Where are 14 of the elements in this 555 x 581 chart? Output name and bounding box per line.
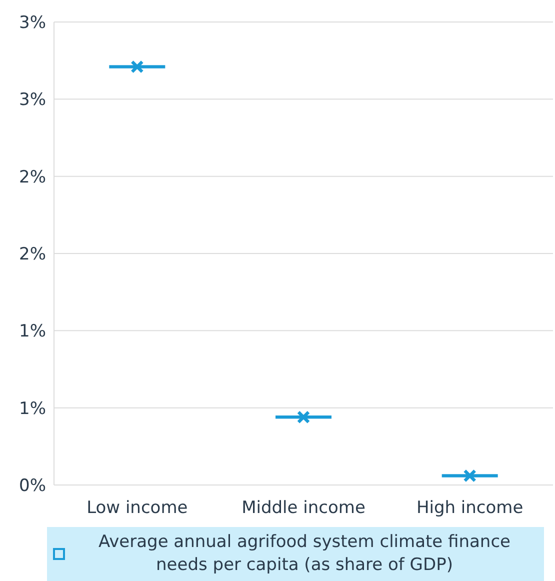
x-tick-label: Middle income: [242, 498, 366, 518]
x-tick-label: Low income: [86, 498, 188, 518]
y-tick-label: 3%: [19, 90, 46, 110]
point: [463, 469, 476, 482]
x-tick-label: High income: [416, 498, 524, 518]
y-tick-label: 1%: [19, 398, 46, 419]
y-tick-label: 2%: [19, 244, 46, 265]
y-tick-label: 2%: [19, 167, 46, 188]
y-tick-label: 3%: [19, 13, 46, 34]
point: [296, 410, 310, 424]
y-tick-label: 1%: [19, 322, 46, 342]
legend-label: Average annual agrifood system climate finance needs per capita (as share of GDP): [97, 531, 512, 577]
y-tick-label: 0%: [19, 476, 46, 496]
point: [130, 60, 144, 74]
